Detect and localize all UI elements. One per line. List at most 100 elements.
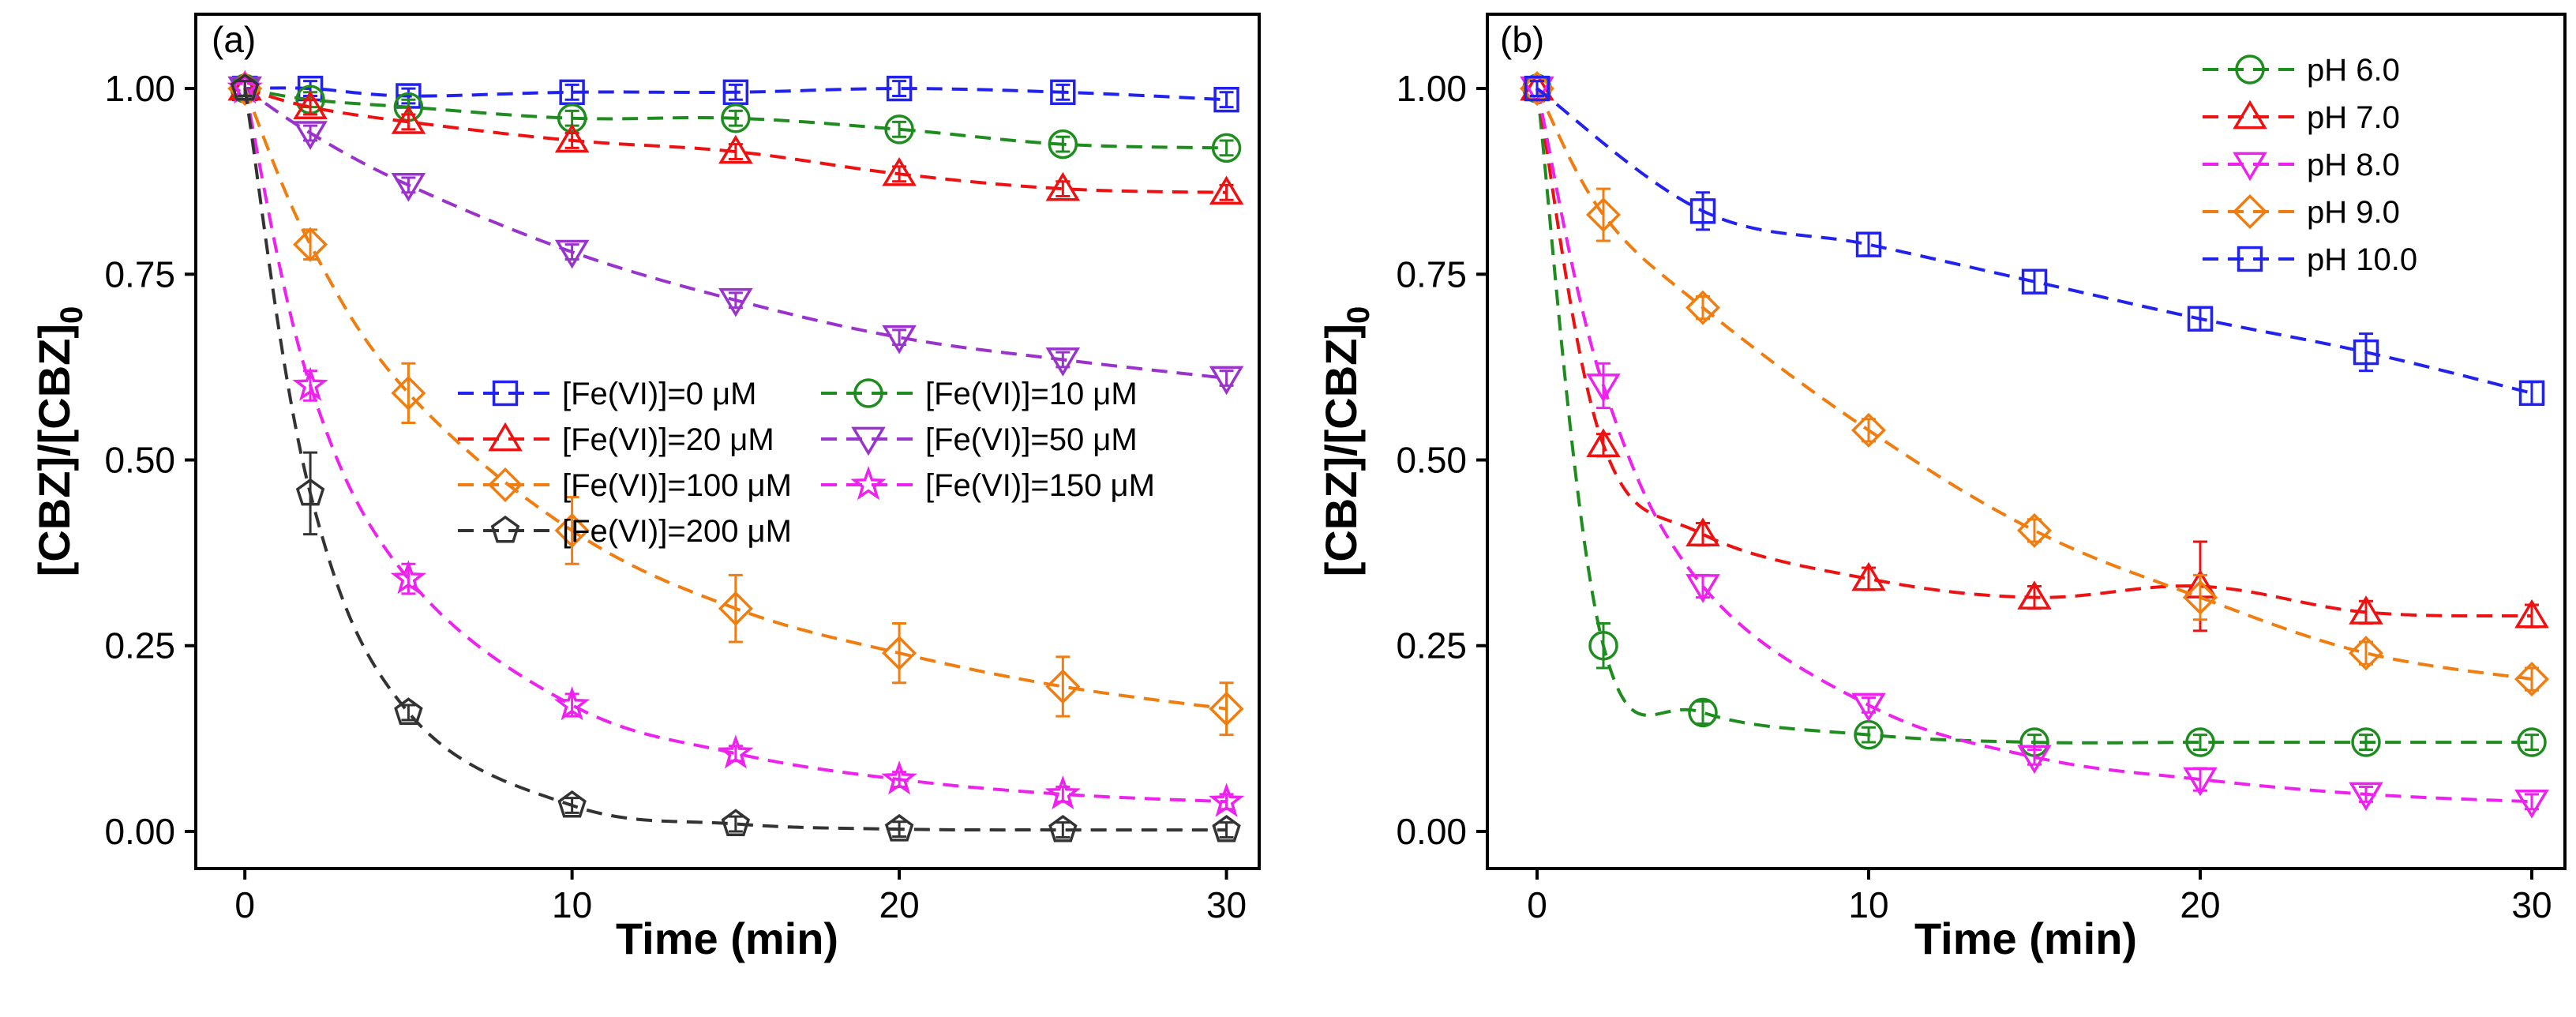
panel-b-legend-marker bbox=[2233, 152, 2267, 182]
panel-a-data-point bbox=[554, 512, 590, 548]
panel-b-data-point bbox=[2518, 380, 2545, 407]
panel-a-data-point bbox=[1048, 129, 1078, 159]
panel-a-data-point bbox=[1045, 669, 1081, 704]
panel-b-data-point bbox=[2514, 789, 2549, 819]
panel-b-data-point bbox=[2017, 745, 2052, 775]
panel-b-legend-label: pH 8.0 bbox=[2307, 148, 2400, 182]
panel-b-data-point bbox=[1524, 75, 1550, 102]
panel-a-legend-label: [Fe(VI)]=50 μM bbox=[925, 422, 1138, 457]
panel-a-data-point bbox=[886, 75, 913, 102]
panel-b-data-point bbox=[1685, 517, 1720, 546]
panel-a-x-tick-label: 10 bbox=[552, 884, 592, 925]
panel-a-series-line bbox=[244, 87, 1227, 150]
panel-b-x-tick-label: 20 bbox=[2180, 884, 2220, 925]
panel-a-data-point bbox=[554, 239, 590, 269]
panel-a-series-line bbox=[244, 87, 1227, 194]
panel-a-y-tick-label: 0.75 bbox=[104, 253, 175, 295]
panel-a-data-point bbox=[882, 325, 917, 355]
panel-a-data-point bbox=[1213, 87, 1239, 113]
panel-b-data-point bbox=[2351, 727, 2381, 757]
panel-b-data-point bbox=[1586, 373, 1621, 403]
panel-b-data-point bbox=[1588, 630, 1618, 661]
panel-b-data-point bbox=[1851, 692, 1886, 722]
panel-a-legend-marker bbox=[850, 466, 887, 501]
panel-b-legend-item: pH 6.0 bbox=[2203, 53, 2400, 88]
panel-a-data-point bbox=[391, 375, 426, 411]
panel-a-y-tick-label: 0.25 bbox=[104, 625, 175, 666]
panel-a-data-point bbox=[882, 157, 917, 186]
panel-a-data-point bbox=[1048, 814, 1078, 842]
panel-a-data-point bbox=[292, 366, 328, 401]
panel-a-data-point bbox=[1209, 366, 1244, 396]
panel-b-y-tick-label: 0.00 bbox=[1396, 811, 1467, 852]
panel-b-y-axis-label-sub: 0 bbox=[1341, 306, 1376, 324]
panel-b-series-line bbox=[1535, 88, 2533, 681]
panel-a-legend-marker bbox=[487, 467, 523, 503]
panel-b-frame bbox=[1486, 13, 2567, 870]
panel-a-legend-item: [Fe(VI)]=100 μM bbox=[458, 467, 792, 503]
panel-a-data-point bbox=[391, 105, 426, 134]
panel-a-data-point bbox=[718, 134, 753, 164]
panel-b-data-point bbox=[1850, 412, 1887, 448]
panel-a-data-point bbox=[718, 734, 754, 769]
panel-a-data-point bbox=[553, 686, 591, 721]
panel-a-y-tick-label: 1.00 bbox=[104, 68, 175, 109]
panel-b-series-line bbox=[1535, 88, 2533, 618]
panel-a-frame bbox=[194, 13, 1261, 870]
panel-b-data-point bbox=[2353, 339, 2379, 366]
panel-a-data-point bbox=[230, 73, 260, 101]
panel-a-data-point bbox=[295, 478, 325, 506]
panel-b-data-point bbox=[2182, 580, 2218, 615]
panel-b-x-tick-label: 0 bbox=[1527, 884, 1547, 925]
panel-b-series-line bbox=[1535, 88, 2532, 745]
panel-a-y-tick-label: 0.00 bbox=[104, 811, 175, 852]
panel-b-data-point bbox=[1688, 697, 1718, 728]
panel-a-x-tick-label: 20 bbox=[879, 884, 920, 925]
panel-b-x-tick-label: 10 bbox=[1848, 884, 1888, 925]
panel-b-data-point bbox=[1855, 231, 1882, 257]
panel-a-data-point bbox=[1209, 175, 1244, 205]
panel-b-data-point bbox=[2185, 727, 2215, 757]
panel-a-y-axis-label-main: [CBZ]/[CBZ] bbox=[29, 324, 79, 576]
panel-b: (b) 0 10 20 30 0.00 0.25 0.50 0.75 1.00 pH 6.0 pH… bbox=[1316, 13, 2567, 963]
panel-a-data-point bbox=[1045, 171, 1081, 201]
panel-b-legend-item: pH 7.0 bbox=[2203, 99, 2400, 135]
panel-a-data-point bbox=[881, 760, 917, 795]
panel-b-legend-item: pH 8.0 bbox=[2203, 148, 2400, 182]
panel-a-y-axis-label: [CBZ]/[CBZ]0 bbox=[29, 306, 89, 577]
panel-b-data-point bbox=[2187, 306, 2214, 332]
panel-a-data-point bbox=[1212, 814, 1241, 842]
panel-a-data-point bbox=[718, 591, 753, 626]
panel-b-data-point bbox=[2514, 662, 2550, 697]
panel-a-legend-marker bbox=[851, 426, 886, 456]
panel-b-data-point bbox=[2016, 512, 2053, 548]
panel-b-data-point bbox=[1586, 428, 1621, 458]
panel-a-data-point bbox=[1044, 775, 1081, 810]
panel-b-legend-label: pH 7.0 bbox=[2307, 100, 2400, 135]
panel-b-legend-label: pH 9.0 bbox=[2307, 195, 2400, 230]
panel-b-data-point bbox=[1585, 197, 1622, 233]
panel-b-data-point bbox=[2349, 782, 2383, 812]
panel-a-legend-item: [Fe(VI)]=10 μM bbox=[821, 377, 1138, 411]
panel-b-y-tick-label: 0.50 bbox=[1396, 440, 1467, 481]
panel-a-legend-marker bbox=[492, 380, 519, 407]
panel-b-y-tick-label: 0.25 bbox=[1396, 625, 1467, 666]
panel-a-legend-marker bbox=[490, 515, 520, 543]
panel-b-label: (b) bbox=[1500, 19, 1544, 60]
panel-b-legend-item: pH 9.0 bbox=[2203, 193, 2400, 230]
panel-b-legend-marker bbox=[2232, 193, 2268, 230]
panel-a-data-point bbox=[391, 173, 426, 202]
panel-a-data-point bbox=[557, 790, 587, 818]
panel-a-data-point bbox=[1050, 79, 1076, 105]
panel-a-legend-item: [Fe(VI)]=20 μM bbox=[458, 422, 774, 457]
panel-b-series-0 bbox=[1522, 73, 2547, 757]
panel-a-x-tick-label: 30 bbox=[1206, 884, 1247, 925]
panel-a-data-point bbox=[293, 227, 328, 262]
panel-b-legend-label: pH 6.0 bbox=[2307, 53, 2400, 88]
panel-b-legend-marker bbox=[2235, 54, 2265, 84]
panel-a-x-axis-label: Time (min) bbox=[616, 914, 838, 963]
panel-a-data-point bbox=[554, 123, 590, 153]
panel-a-x-tick-label: 0 bbox=[234, 884, 255, 925]
panel-a-data-point bbox=[390, 560, 427, 595]
